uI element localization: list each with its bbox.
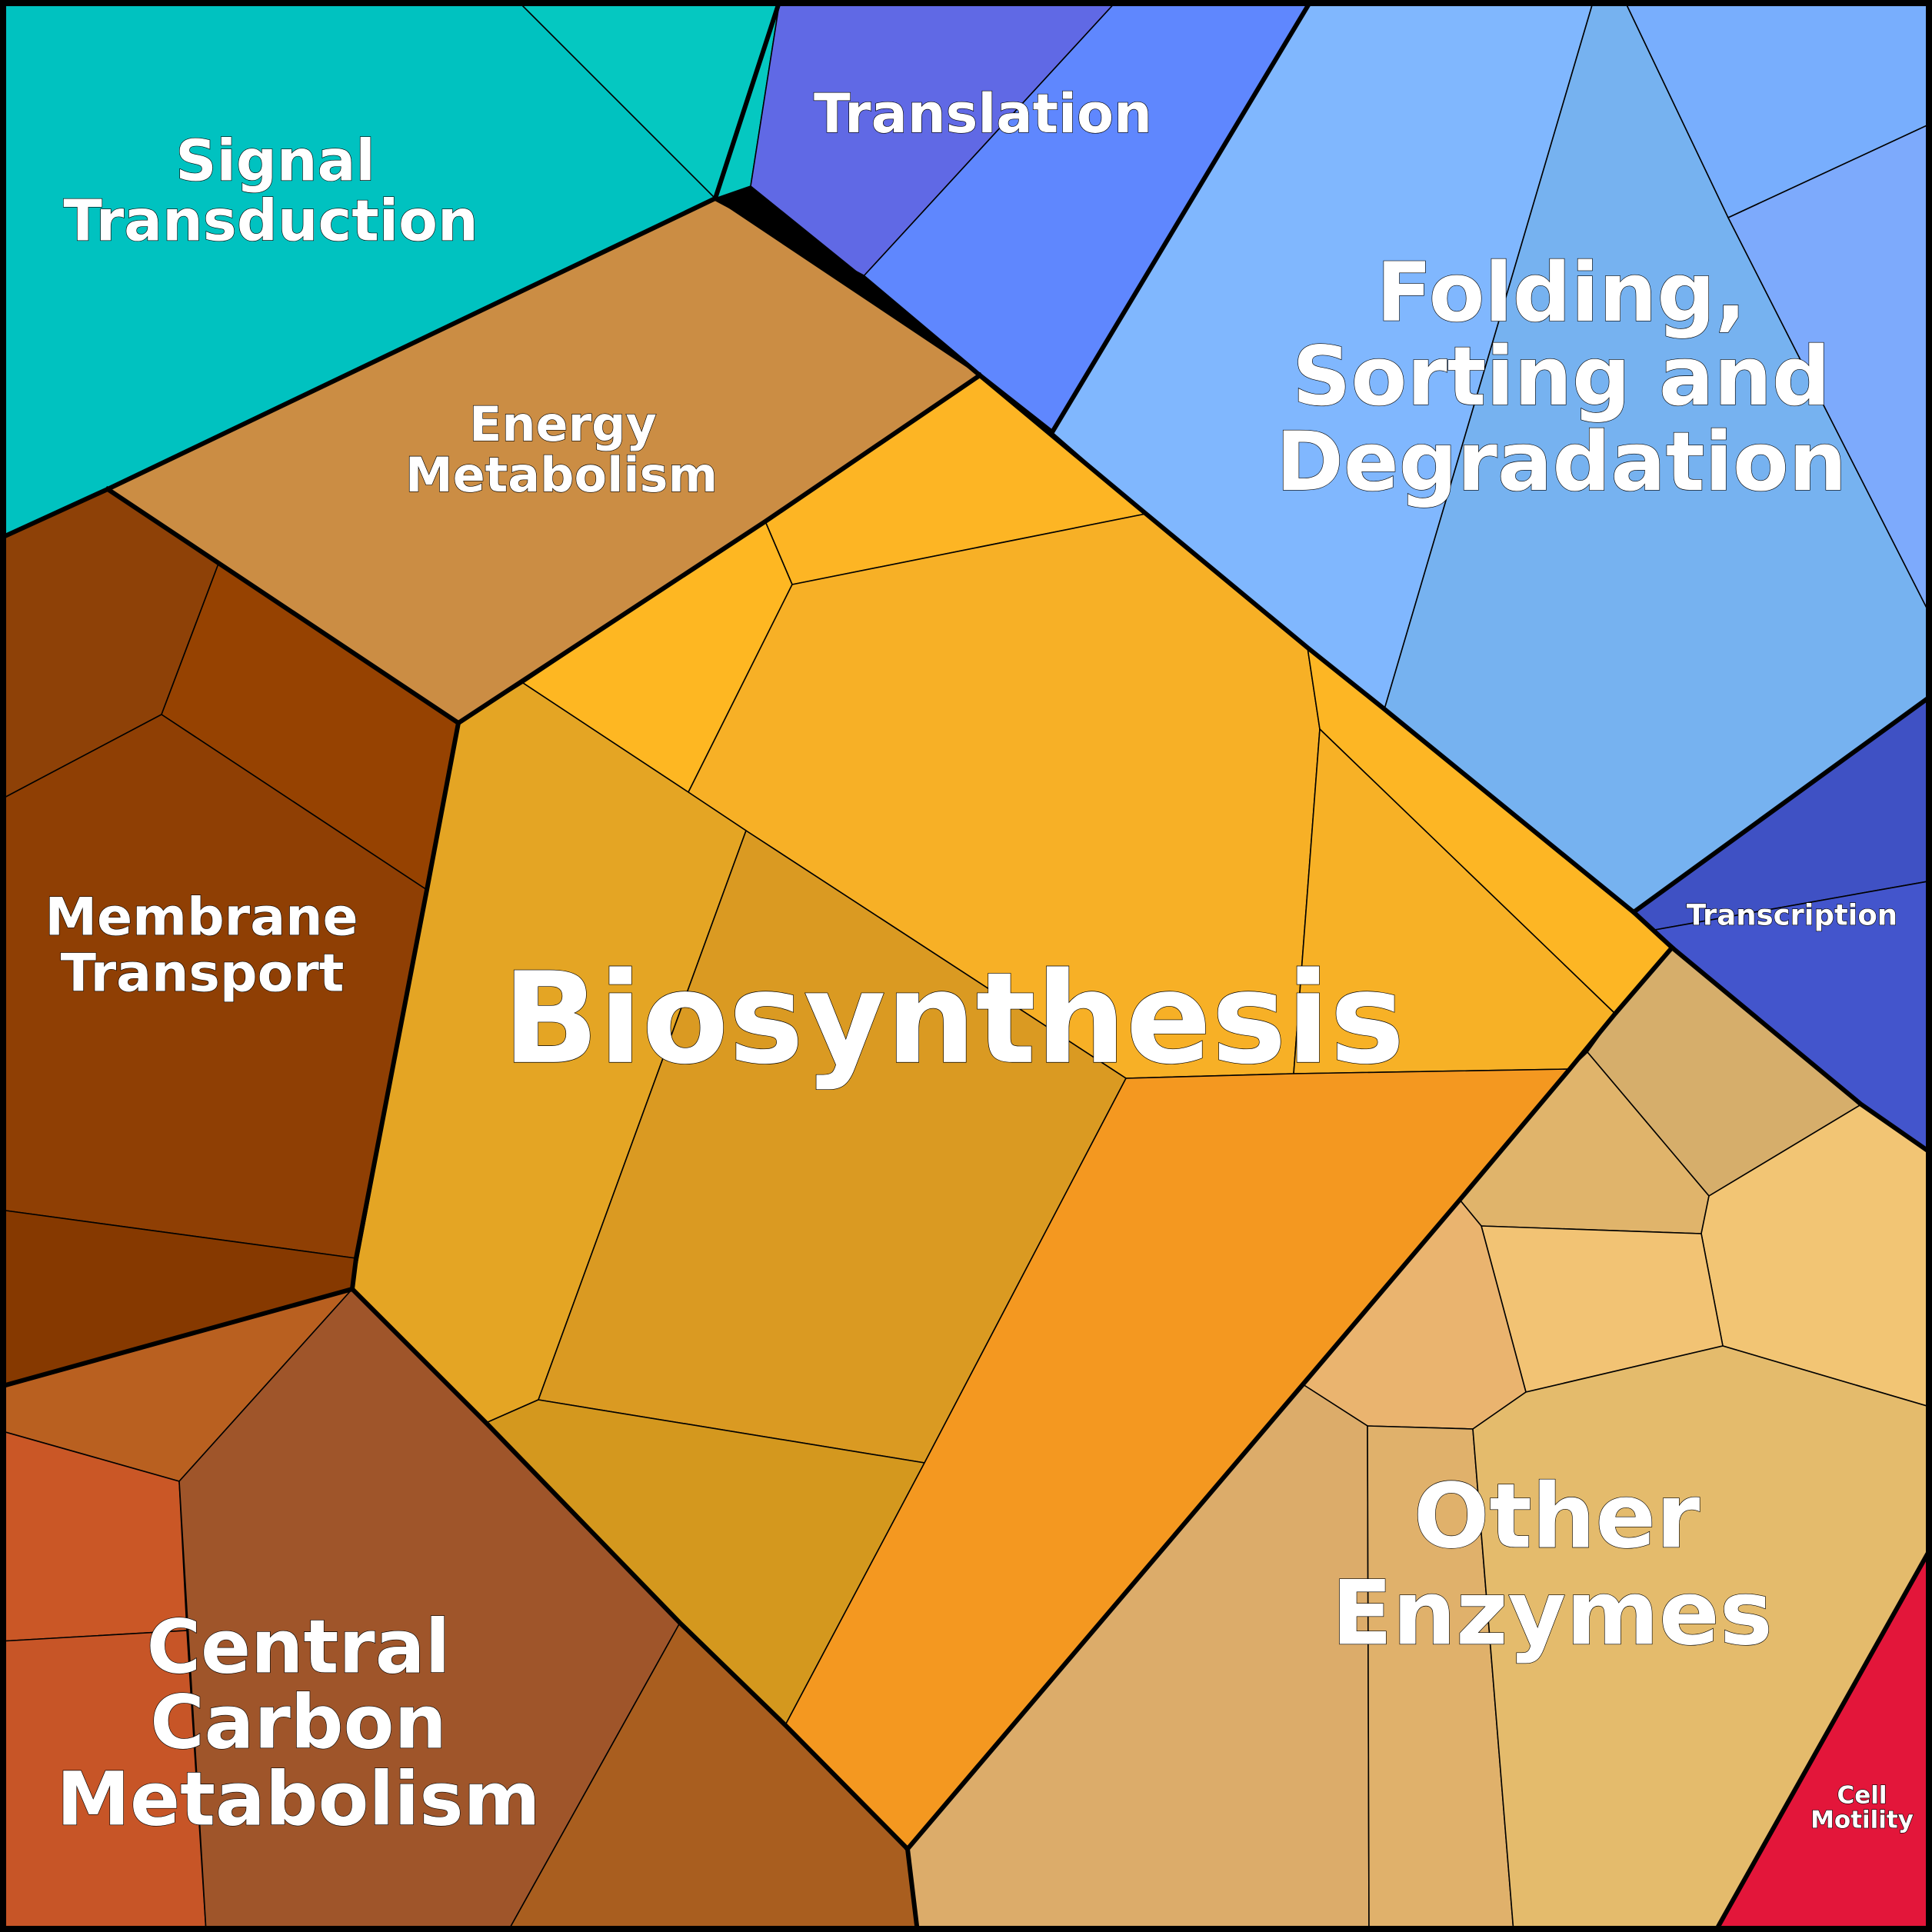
region-biosynthesis[interactable] bbox=[351, 374, 1674, 1850]
label-cell-motility: Cell Motility bbox=[1810, 1781, 1914, 1834]
label-other-enzymes-line-1: Other bbox=[1414, 1465, 1700, 1569]
cell-other-enzymes-8 bbox=[1472, 1345, 1932, 1932]
label-membrane-transport-line-2: Transport bbox=[61, 944, 345, 1004]
label-transcription-line-1: Transcription bbox=[1687, 899, 1897, 932]
label-signal-transduction-line-2: Transduction bbox=[63, 188, 478, 255]
region-other-enzymes[interactable] bbox=[907, 946, 1932, 1932]
labels: Signal Transduction Translation Folding,… bbox=[45, 82, 1914, 1843]
label-membrane-transport-line-1: Membrane bbox=[45, 888, 358, 948]
label-translation: Translation bbox=[813, 82, 1152, 145]
label-membrane-transport: Membrane Transport bbox=[45, 887, 359, 1004]
label-other-enzymes: Other Enzymes bbox=[1331, 1464, 1774, 1666]
region-folding[interactable] bbox=[1051, 0, 1932, 914]
label-central-carbon-line-2: Carbon bbox=[150, 1679, 447, 1765]
label-folding-line-1: Folding, bbox=[1376, 245, 1746, 340]
label-signal-transduction-line-1: Signal bbox=[175, 128, 375, 195]
label-energy-metabolism: Energy Metabolism bbox=[405, 395, 718, 503]
label-signal-transduction: Signal Transduction bbox=[63, 128, 479, 255]
region-membrane-transport[interactable] bbox=[0, 488, 459, 1387]
label-cell-motility-line-2: Motility bbox=[1810, 1807, 1914, 1834]
cell-other-enzymes-7 bbox=[1367, 1425, 1514, 1932]
label-central-carbon-line-3: Metabolism bbox=[57, 1756, 541, 1842]
cell-folding-4 bbox=[1727, 122, 1932, 619]
label-transcription: Transcription bbox=[1686, 898, 1898, 932]
cell-folding-3 bbox=[1624, 0, 1932, 219]
label-biosynthesis: Biosynthesis bbox=[502, 944, 1405, 1092]
label-other-enzymes-line-2: Enzymes bbox=[1331, 1562, 1773, 1666]
label-central-carbon-metabolism: Central Carbon Metabolism bbox=[56, 1604, 541, 1843]
label-energy-metabolism-line-1: Energy bbox=[469, 396, 657, 452]
label-biosynthesis-line-1: Biosynthesis bbox=[503, 945, 1405, 1092]
label-energy-metabolism-line-2: Metabolism bbox=[405, 447, 718, 503]
cell-central-carbon-3 bbox=[0, 1630, 207, 1932]
region-central-carbon-metabolism[interactable] bbox=[0, 1287, 918, 1932]
label-folding: Folding, Sorting and Degradation bbox=[1275, 245, 1847, 509]
label-folding-line-3: Degradation bbox=[1276, 415, 1847, 509]
label-central-carbon-line-1: Central bbox=[147, 1604, 451, 1690]
label-translation-line-1: Translation bbox=[814, 82, 1152, 145]
label-cell-motility-line-1: Cell bbox=[1837, 1782, 1887, 1810]
region-transcription[interactable] bbox=[1632, 695, 1932, 1154]
label-folding-line-2: Sorting and bbox=[1292, 329, 1830, 424]
